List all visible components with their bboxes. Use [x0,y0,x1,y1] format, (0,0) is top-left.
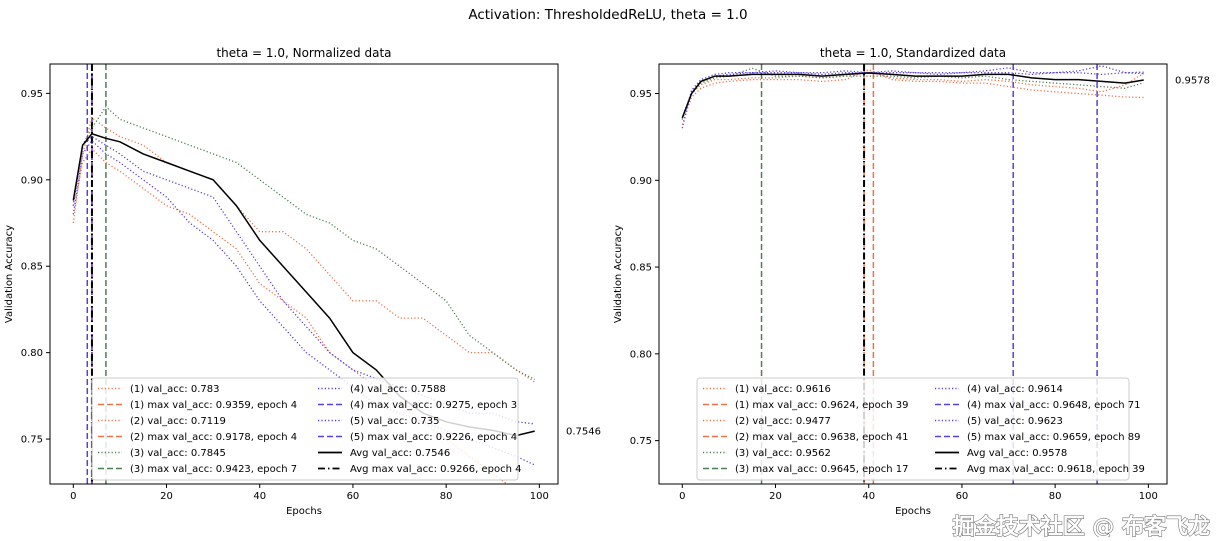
legend-label: Avg val_acc: 0.9578 [967,448,1067,459]
legend-label: (3) val_acc: 0.7845 [130,448,226,459]
watermark: 掘金技术社区 @ 布客飞龙 [953,514,1210,537]
legend-item-s1-dotted: (1) val_acc: 0.9616 [703,384,831,395]
legend-label: (5) max val_acc: 0.9226, epoch 4 [350,432,517,443]
y-tick-label: 0.95 [21,89,43,100]
legend-label: (1) val_acc: 0.9616 [735,384,831,395]
series-line-s3 [72,105,535,380]
y-tick-label: 0.85 [630,263,652,274]
legend-item-s4-dotted: (4) val_acc: 0.7588 [318,384,446,395]
x-axis-label: Epochs [286,506,322,517]
chart-title: theta = 1.0, Standardized data [820,46,1006,60]
right-chart: theta = 1.0, Standardized data 0 20 40 60 80 1… [613,46,1210,517]
plot-area [681,64,1145,484]
axes-frame [658,63,1168,485]
legend-item-avg-dashdot: Avg max val_acc: 0.9266, epoch 4 [318,464,522,475]
y-tick-label: 0.85 [21,262,43,273]
final-avg-annotation: 0.7546 [566,427,601,438]
x-tick-label: 100 [530,491,549,502]
legend-item-s4-dashed: (4) max val_acc: 0.9648, epoch 71 [935,400,1141,411]
legend-label: (4) max val_acc: 0.9275, epoch 3 [350,400,517,411]
series-line-s1 [681,71,1145,120]
series-line-avg [681,72,1144,119]
axes-frame [49,63,559,485]
legend-item-s2-dotted: (2) val_acc: 0.7119 [98,416,226,427]
legend-item-s4-dashed: (4) max val_acc: 0.9275, epoch 3 [318,400,517,411]
x-tick-label: 60 [956,491,969,502]
legend-label: (4) val_acc: 0.9614 [967,384,1063,395]
legend-label: (4) max val_acc: 0.9648, epoch 71 [967,400,1141,411]
y-tick-label: 0.80 [21,348,43,359]
legend-item-s5-dotted: (5) val_acc: 0.735 [318,416,439,427]
legend-label: Avg max val_acc: 0.9618, epoch 39 [967,464,1145,475]
figure-suptitle: Activation: ThresholdedReLU, theta = 1.0 [468,7,747,23]
y-axis-label: Validation Accuracy [613,225,624,323]
x-tick-label: 20 [769,491,782,502]
legend-label: Avg val_acc: 0.7546 [350,448,450,459]
legend-label: (1) max val_acc: 0.9624, epoch 39 [735,400,909,411]
x-tick-label: 0 [679,491,685,502]
legend-box [696,377,1130,481]
legend-label: (2) max val_acc: 0.9178, epoch 4 [130,432,297,443]
x-tick-label: 80 [440,491,453,502]
legend-label: (5) val_acc: 0.735 [350,416,439,427]
legend-label: (2) val_acc: 0.7119 [130,416,226,427]
series-line-s5 [681,65,1144,119]
legend-item-avg-dashdot: Avg max val_acc: 0.9618, epoch 39 [935,464,1145,475]
x-tick-label: 40 [253,491,266,502]
legend-label: Avg max val_acc: 0.9266, epoch 4 [350,464,522,475]
y-tick-label: 0.90 [630,176,652,187]
y-axis-label: Validation Accuracy [4,225,15,323]
legend-item-avg-solid: Avg val_acc: 0.9578 [935,448,1067,459]
legend-item-s5-dashed: (5) max val_acc: 0.9659, epoch 89 [935,432,1141,443]
legend-item-s3-dotted: (3) val_acc: 0.9562 [703,448,831,459]
legend-label: (5) max val_acc: 0.9659, epoch 89 [967,432,1141,443]
legend-item-s2-dashed: (2) max val_acc: 0.9178, epoch 4 [98,432,297,443]
legend-label: (3) max val_acc: 0.9645, epoch 17 [735,464,909,475]
x-tick-label: 100 [1139,491,1158,502]
legend-item-s5-dashed: (5) max val_acc: 0.9226, epoch 4 [318,432,517,443]
legend-item-s3-dashed: (3) max val_acc: 0.9645, epoch 17 [703,464,909,475]
chart-title: theta = 1.0, Normalized data [216,46,391,60]
series-line-s1 [72,116,536,383]
legend-label: (3) val_acc: 0.9562 [735,448,831,459]
legend-label: (2) max val_acc: 0.9638, epoch 41 [735,432,909,443]
series-line-s2 [681,68,1144,125]
x-tick-label: 0 [70,491,76,502]
final-avg-annotation: 0.9578 [1175,75,1210,86]
legend-item-s3-dashed: (3) max val_acc: 0.9423, epoch 7 [98,464,297,475]
legend: (1) val_acc: 0.9616 (1) max val_acc: 0.96… [696,377,1145,481]
legend-label: (2) val_acc: 0.9477 [735,416,831,427]
x-tick-label: 40 [862,491,875,502]
series-line-s4 [681,67,1144,129]
legend-label: (1) max val_acc: 0.9359, epoch 4 [130,400,297,411]
legend-item-s4-dotted: (4) val_acc: 0.9614 [935,384,1063,395]
y-tick-label: 0.95 [630,89,652,100]
legend-label: (4) val_acc: 0.7588 [350,384,446,395]
legend-label: (3) max val_acc: 0.9423, epoch 7 [130,464,297,475]
y-tick-label: 0.75 [630,436,652,447]
legend-item-s2-dashed: (2) max val_acc: 0.9638, epoch 41 [703,432,909,443]
legend-label: (1) val_acc: 0.783 [130,384,219,395]
y-tick-label: 0.80 [630,349,652,360]
legend-label: (5) val_acc: 0.9623 [967,416,1063,427]
left-chart: theta = 1.0, Normalized data 0 20 40 60 80 100… [4,46,601,517]
legend-item-s1-dashed: (1) max val_acc: 0.9624, epoch 39 [703,400,909,411]
x-tick-label: 20 [160,491,173,502]
legend-box [91,377,519,481]
legend-item-s2-dotted: (2) val_acc: 0.9477 [703,416,831,427]
x-axis-label: Epochs [895,506,931,517]
legend-item-s1-dotted: (1) val_acc: 0.783 [98,384,219,395]
series-line-s2 [72,148,508,484]
legend-item-avg-solid: Avg val_acc: 0.7546 [318,448,450,459]
legend: (1) val_acc: 0.783 (1) max val_acc: 0.935… [91,377,522,481]
x-tick-label: 80 [1049,491,1062,502]
legend-item-s5-dotted: (5) val_acc: 0.9623 [935,416,1063,427]
x-tick-label: 60 [347,491,360,502]
y-tick-label: 0.75 [21,435,43,446]
legend-item-s3-dotted: (3) val_acc: 0.7845 [98,448,226,459]
legend-item-s1-dashed: (1) max val_acc: 0.9359, epoch 4 [98,400,297,411]
y-tick-label: 0.90 [21,175,43,186]
